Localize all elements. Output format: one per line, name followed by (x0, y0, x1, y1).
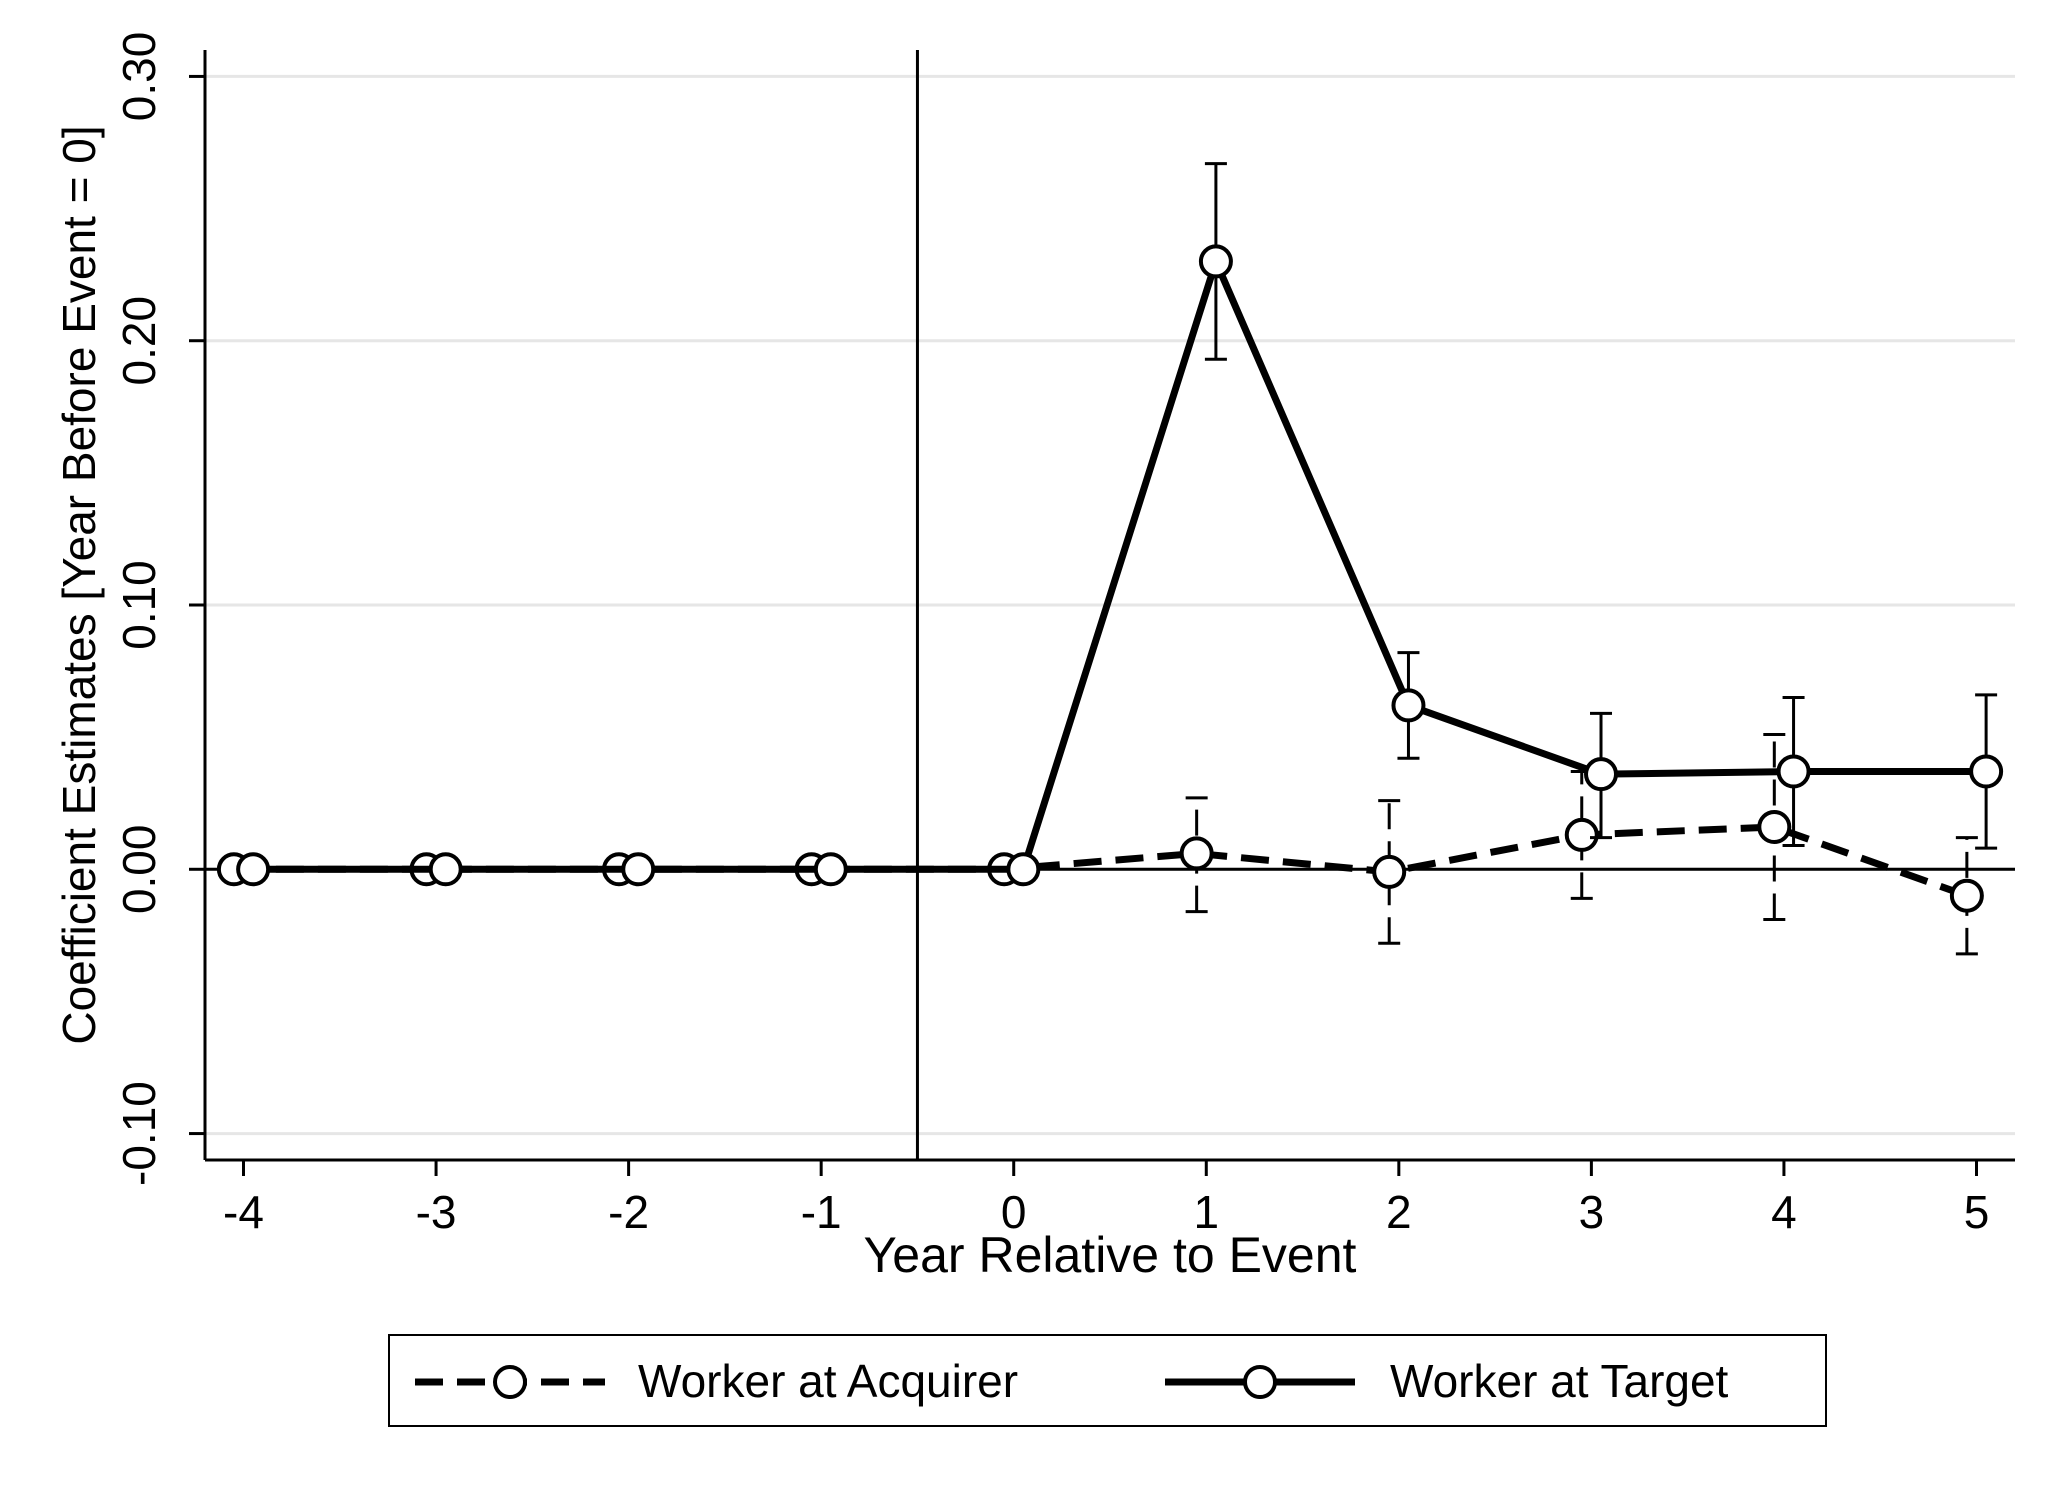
data-point (1198, 244, 1233, 279)
series-worker-at-target (236, 162, 2004, 887)
data-point (1757, 810, 1792, 844)
axes: -0.10 0.00 0.10 0.20 0.30 -4 -3 -2 -1 0 1 2 3 4 5 (113, 32, 2015, 1238)
y-tick-label: 0.10 (113, 560, 165, 650)
x-tick-label: 3 (1579, 1186, 1605, 1238)
x-tick-label: -2 (608, 1186, 649, 1238)
x-tick-label: -3 (416, 1186, 457, 1238)
data-point (428, 852, 463, 887)
y-tick-label: -0.10 (113, 1081, 165, 1186)
data-point (236, 852, 271, 887)
plot-area (216, 162, 2004, 956)
error-bar (1378, 799, 1401, 945)
x-tick-label: 5 (1964, 1186, 1990, 1238)
data-point (1776, 754, 1811, 789)
x-tick-label: 0 (1001, 1186, 1027, 1238)
y-tick-label: 0.00 (113, 825, 165, 915)
legend-item-acquirer: Worker at Acquirer (415, 1355, 1018, 1407)
data-point (1006, 852, 1041, 887)
data-point (1179, 836, 1214, 871)
series-worker-at-acquirer (216, 733, 1984, 956)
y-tick-label: 0.30 (113, 32, 165, 122)
legend-target-label: Worker at Target (1390, 1355, 1729, 1407)
x-tick-label: 1 (1193, 1186, 1219, 1238)
data-point (1969, 754, 2004, 789)
legend-item-target: Worker at Target (1165, 1355, 1729, 1407)
data-point (1372, 854, 1407, 889)
legend-target-marker (1243, 1365, 1277, 1399)
series-line (253, 257, 1987, 873)
data-point (1584, 757, 1619, 792)
legend: Worker at Acquirer Worker at Target (388, 1334, 1827, 1427)
x-axis-label: Year Relative to Event (864, 1227, 1357, 1283)
data-point (1391, 688, 1426, 723)
data-point (813, 852, 848, 887)
legend-acquirer-label: Worker at Acquirer (638, 1355, 1018, 1407)
legend-box (388, 1334, 1827, 1427)
data-point (621, 852, 656, 887)
x-tick-label: -4 (223, 1186, 264, 1238)
y-axis-label: Coefficient Estimates [Year Before Event… (53, 125, 105, 1044)
series-line (233, 823, 1969, 900)
legend-acquirer-marker (493, 1365, 527, 1399)
data-point (1949, 878, 1984, 913)
y-tick-label: 0.20 (113, 296, 165, 386)
x-tick-label: -1 (801, 1186, 842, 1238)
x-tick-label: 4 (1771, 1186, 1797, 1238)
data-point (1564, 817, 1599, 852)
x-tick-label: 2 (1386, 1186, 1412, 1238)
